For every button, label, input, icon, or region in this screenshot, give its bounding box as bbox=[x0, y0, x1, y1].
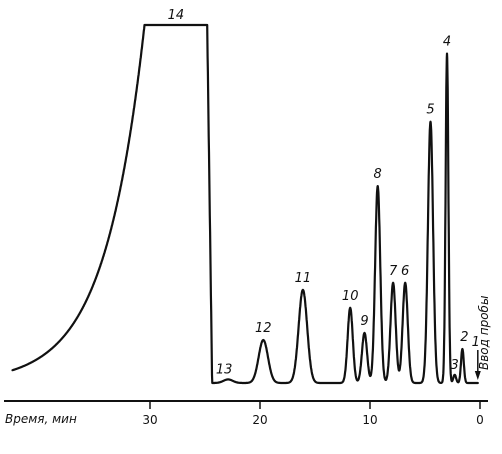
peak-label-10: 10 bbox=[342, 289, 359, 304]
peak-label-14: 14 bbox=[168, 8, 185, 23]
peak-label-13: 13 bbox=[216, 362, 233, 377]
peak-label-5: 5 bbox=[426, 103, 434, 118]
chromatogram-trace bbox=[11, 23, 479, 385]
injection-arrow-head bbox=[474, 371, 481, 380]
peak-label-2: 2 bbox=[460, 330, 468, 345]
peak-label-1: 1 bbox=[472, 335, 480, 350]
x-tick-label: 0 bbox=[476, 413, 484, 427]
x-tick-label: 10 bbox=[362, 413, 377, 427]
peak-label-8: 8 bbox=[374, 167, 382, 182]
peak-label-11: 11 bbox=[295, 271, 312, 286]
x-tick-label: 30 bbox=[142, 413, 157, 427]
x-axis-title: Время, мин bbox=[5, 412, 77, 426]
peak-label-9: 9 bbox=[360, 314, 368, 329]
peak-label-12: 12 bbox=[255, 321, 272, 336]
x-axis-ticks: 0 10 20 30 bbox=[142, 401, 484, 427]
peak-label-6: 6 bbox=[401, 264, 409, 279]
injection-label: Ввод пробы bbox=[477, 296, 491, 370]
peak-label-7: 7 bbox=[389, 264, 398, 279]
x-tick-label: 20 bbox=[252, 413, 267, 427]
peak-label-4: 4 bbox=[443, 35, 451, 50]
peak-label-3: 3 bbox=[451, 358, 459, 373]
